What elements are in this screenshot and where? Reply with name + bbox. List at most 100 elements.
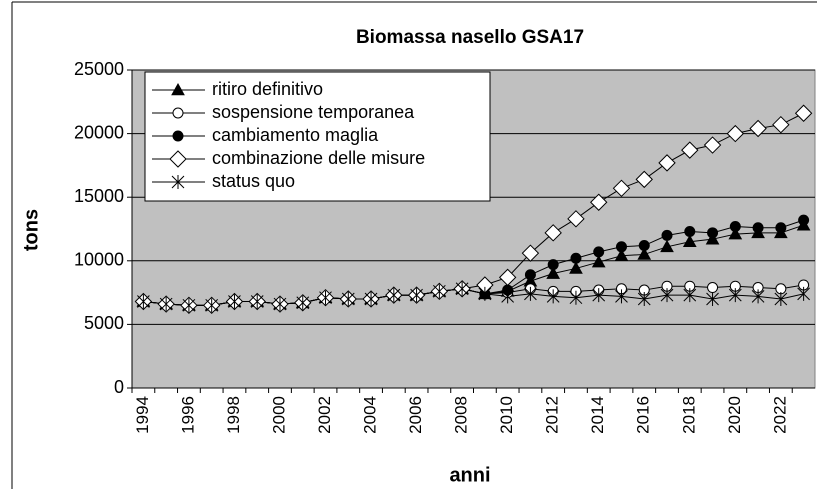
x-tick-label: 1996 xyxy=(178,396,197,434)
marker xyxy=(590,193,608,211)
marker xyxy=(682,234,697,248)
legend-marker xyxy=(171,175,185,189)
x-tick-label: 2008 xyxy=(452,396,471,434)
marker xyxy=(661,229,673,241)
y-tick-label: 20000 xyxy=(74,122,124,142)
marker xyxy=(341,291,355,306)
x-tick-label: 2020 xyxy=(725,396,744,434)
marker xyxy=(273,297,287,312)
marker xyxy=(658,154,676,172)
marker xyxy=(707,282,719,294)
marker xyxy=(614,248,629,262)
marker xyxy=(592,288,606,303)
marker xyxy=(455,281,469,296)
marker xyxy=(729,220,741,232)
x-axis-label: anni xyxy=(449,464,490,486)
legend-label: sospensione temporanea xyxy=(212,102,415,122)
marker xyxy=(478,286,492,301)
marker xyxy=(296,295,310,310)
chart-title: Biomassa nasello GSA17 xyxy=(356,27,584,48)
marker xyxy=(593,246,605,258)
legend-marker xyxy=(171,82,185,96)
marker xyxy=(159,297,173,312)
y-tick-label: 0 xyxy=(114,377,124,397)
marker xyxy=(546,266,561,279)
marker xyxy=(728,288,742,303)
legend-marker xyxy=(172,107,184,119)
x-tick-label: 2014 xyxy=(588,396,607,434)
marker xyxy=(137,294,150,309)
marker xyxy=(774,291,788,306)
marker xyxy=(547,259,559,271)
marker xyxy=(544,224,562,242)
marker xyxy=(501,289,515,304)
y-tick-label: 5000 xyxy=(84,313,124,333)
marker xyxy=(569,290,583,305)
x-tick-label: 2012 xyxy=(543,396,562,434)
marker xyxy=(751,289,765,304)
x-tick-label: 2016 xyxy=(634,396,653,434)
x-tick-label: 2006 xyxy=(406,396,425,434)
marker xyxy=(772,115,790,134)
marker xyxy=(546,289,560,304)
marker xyxy=(703,136,722,154)
marker xyxy=(752,222,764,234)
legend: ritiro definitivo sospensione temporanea c… xyxy=(144,71,491,202)
marker xyxy=(319,290,332,305)
marker xyxy=(228,294,241,309)
marker xyxy=(410,288,423,303)
marker xyxy=(635,170,653,189)
marker xyxy=(705,232,720,245)
marker xyxy=(521,244,540,262)
marker xyxy=(637,291,651,306)
x-tick-label: 2002 xyxy=(315,396,334,434)
marker xyxy=(182,298,196,313)
marker xyxy=(569,261,583,274)
y-tick-label: 10000 xyxy=(74,250,124,270)
marker xyxy=(638,240,650,252)
x-tick-label: 2010 xyxy=(497,396,516,434)
marker xyxy=(749,119,767,138)
marker xyxy=(706,291,719,306)
y-tick-label: 15000 xyxy=(74,186,124,206)
marker xyxy=(498,268,517,287)
legend-label: combinazione delle misure xyxy=(212,148,425,168)
marker xyxy=(707,227,719,239)
y-axis-label: tons xyxy=(20,209,42,251)
marker xyxy=(250,294,264,309)
marker xyxy=(432,284,446,299)
marker xyxy=(775,222,787,234)
legend-marker xyxy=(172,130,184,142)
marker xyxy=(681,141,699,159)
x-tick-label: 1994 xyxy=(133,396,152,434)
marker xyxy=(205,298,219,313)
legend-label: ritiro definitivo xyxy=(212,79,323,99)
x-tick-label: 1998 xyxy=(224,396,243,434)
legend-marker xyxy=(169,150,187,168)
x-tick-label: 2022 xyxy=(770,396,789,434)
marker xyxy=(591,255,606,268)
marker xyxy=(797,286,810,301)
marker xyxy=(637,247,652,260)
marker xyxy=(364,291,378,306)
marker xyxy=(615,289,628,304)
marker xyxy=(726,124,745,143)
marker xyxy=(615,241,627,253)
marker xyxy=(660,239,674,253)
marker xyxy=(728,227,743,240)
marker xyxy=(567,210,585,228)
x-tick-label: 2000 xyxy=(269,396,288,434)
marker xyxy=(524,269,536,281)
marker xyxy=(524,286,537,301)
marker xyxy=(612,179,631,198)
marker xyxy=(387,288,401,303)
marker xyxy=(684,226,696,238)
x-tick-label: 2004 xyxy=(361,396,380,434)
marker xyxy=(798,214,810,226)
y-tick-label: 25000 xyxy=(74,59,124,79)
marker xyxy=(570,252,582,264)
marker xyxy=(794,104,813,122)
marker xyxy=(660,288,674,303)
